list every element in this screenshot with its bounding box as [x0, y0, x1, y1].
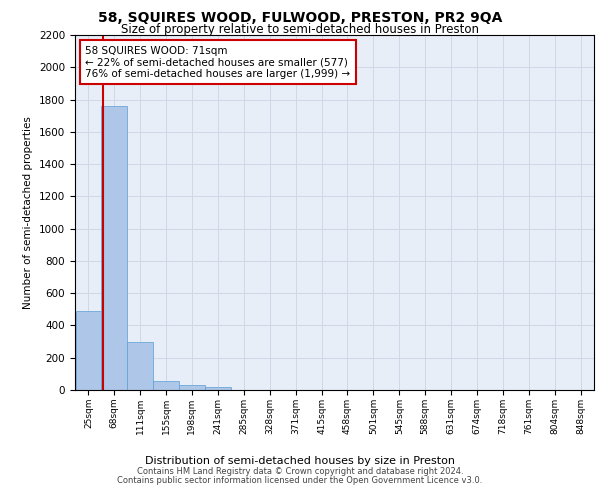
Bar [101, 106, 127, 390]
Text: 58 SQUIRES WOOD: 71sqm
← 22% of semi-detached houses are smaller (577)
76% of se: 58 SQUIRES WOOD: 71sqm ← 22% of semi-det… [85, 46, 350, 79]
Y-axis label: Number of semi-detached properties: Number of semi-detached properties [23, 116, 34, 309]
Bar [154, 381, 179, 390]
Text: Contains public sector information licensed under the Open Government Licence v3: Contains public sector information licen… [118, 476, 482, 485]
Bar [179, 385, 205, 390]
Bar [76, 311, 101, 390]
Bar [205, 387, 231, 390]
Text: Contains HM Land Registry data © Crown copyright and database right 2024.: Contains HM Land Registry data © Crown c… [137, 467, 463, 476]
Text: Size of property relative to semi-detached houses in Preston: Size of property relative to semi-detach… [121, 22, 479, 36]
Text: Distribution of semi-detached houses by size in Preston: Distribution of semi-detached houses by … [145, 456, 455, 466]
Bar [127, 342, 154, 390]
Text: 58, SQUIRES WOOD, FULWOOD, PRESTON, PR2 9QA: 58, SQUIRES WOOD, FULWOOD, PRESTON, PR2 … [98, 11, 502, 25]
